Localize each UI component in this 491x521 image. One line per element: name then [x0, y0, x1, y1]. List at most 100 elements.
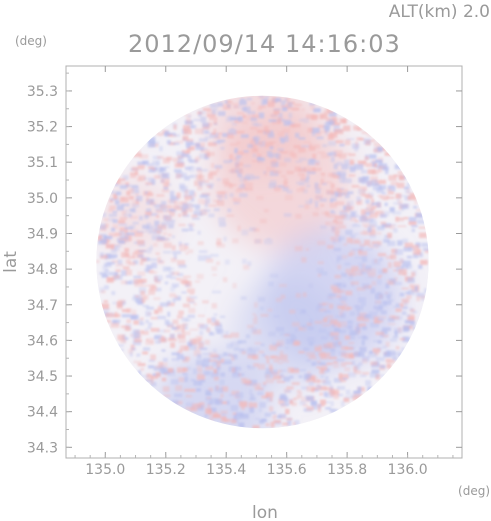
radar-pixel	[412, 310, 418, 314]
radar-pixel	[161, 188, 170, 193]
radar-pixel	[359, 245, 364, 252]
radar-pixel	[351, 224, 361, 228]
radar-pixel	[158, 361, 164, 368]
radar-pixel	[96, 259, 100, 263]
y-tick-label: 34.9	[27, 226, 58, 242]
radar-pixel	[376, 201, 381, 208]
radar-pixel	[372, 205, 377, 209]
radar-pixel	[369, 311, 378, 317]
radar-pixel	[160, 177, 170, 184]
radar-pixel	[390, 181, 398, 186]
radar-pixel	[329, 237, 335, 240]
radar-pixel	[239, 100, 247, 106]
radar-pixel	[306, 175, 310, 180]
radar-pixel	[169, 134, 177, 138]
radar-pixel	[172, 298, 181, 301]
radar-pixel	[294, 328, 299, 332]
radar-pixel	[291, 382, 300, 385]
radar-pixel	[369, 221, 377, 227]
radar-pixel	[129, 172, 139, 176]
radar-pixel	[306, 359, 311, 362]
radar-pixel	[356, 137, 363, 141]
radar-pixel	[185, 406, 195, 411]
radar-pixel	[241, 120, 248, 125]
radar-pixel	[232, 197, 236, 202]
radar-pixel	[234, 117, 241, 124]
radar-pixel	[316, 360, 321, 364]
radar-pixel	[199, 182, 203, 188]
radar-pixel	[296, 394, 300, 400]
radar-pixel	[385, 341, 390, 347]
radar-pixel	[130, 332, 137, 338]
radar-pixel	[204, 135, 210, 140]
radar-pixel	[176, 367, 186, 373]
y-tick-label: 35.2	[27, 120, 58, 136]
radar-pixel	[311, 388, 315, 393]
radar-pixel	[142, 224, 150, 229]
radar-pixel	[269, 141, 277, 144]
radar-pixel	[298, 137, 306, 140]
radar-pixel	[254, 315, 258, 319]
radar-pixel	[233, 157, 237, 161]
radar-pixel	[170, 342, 176, 348]
radar-pixel	[238, 340, 243, 345]
radar-pixel	[335, 140, 344, 144]
radar-pixel	[307, 159, 314, 165]
radar-pixel	[211, 322, 220, 326]
radar-pixel	[183, 326, 188, 330]
radar-pixel	[362, 358, 368, 364]
radar-pixel	[224, 259, 230, 265]
radar-pixel	[406, 264, 413, 269]
radar-pixel	[346, 306, 352, 310]
radar-pixel	[315, 188, 321, 194]
radar-pixel	[249, 227, 257, 232]
radar-pixel	[151, 141, 160, 146]
radar-pixel	[250, 394, 255, 401]
radar-pixel	[184, 176, 190, 181]
radar-pixel	[246, 97, 252, 101]
radar-pixel	[353, 223, 358, 226]
radar-pixel	[396, 182, 405, 189]
radar-pixel	[264, 355, 269, 359]
radar-pixel	[340, 379, 346, 383]
radar-pixel	[115, 263, 124, 267]
radar-pixel	[206, 110, 215, 115]
radar-pixel	[147, 224, 154, 230]
radar-pixel	[253, 228, 260, 232]
radar-pixel	[356, 272, 363, 276]
radar-pixel	[316, 136, 324, 140]
radar-pixel	[172, 157, 181, 163]
radar-pixel	[330, 409, 339, 413]
radar-pixel	[357, 297, 367, 303]
radar-pixel	[394, 330, 398, 336]
radar-pixel	[368, 244, 372, 248]
radar-pixel	[384, 292, 388, 295]
radar-pixel	[417, 292, 425, 298]
radar-pixel	[390, 224, 396, 230]
radar-pixel	[383, 300, 392, 305]
radar-pixel	[249, 389, 253, 396]
radar-pixel	[257, 363, 266, 370]
radar-pixel	[222, 104, 232, 110]
radar-pixel	[330, 183, 335, 189]
radar-pixel	[170, 276, 177, 280]
radar-pixel	[412, 244, 419, 249]
radar-pixel	[411, 228, 415, 233]
radar-pixel	[241, 350, 246, 355]
radar-pixel	[349, 249, 356, 256]
radar-pixel	[118, 223, 128, 226]
radar-pixel	[325, 221, 330, 226]
radar-pixel	[348, 336, 355, 340]
radar-pixel	[273, 108, 281, 111]
radar-pixel	[202, 300, 209, 304]
radar-pixel	[365, 199, 370, 204]
radar-pixel	[151, 262, 157, 269]
radar-pixel	[337, 255, 343, 261]
radar-pixel	[376, 292, 382, 295]
radar-pixel	[396, 350, 404, 355]
radar-pixel	[247, 347, 252, 351]
radar-pixel	[221, 412, 226, 417]
radar-pixel	[327, 352, 331, 357]
radar-pixel	[373, 142, 383, 147]
radar-pixel	[168, 142, 176, 146]
